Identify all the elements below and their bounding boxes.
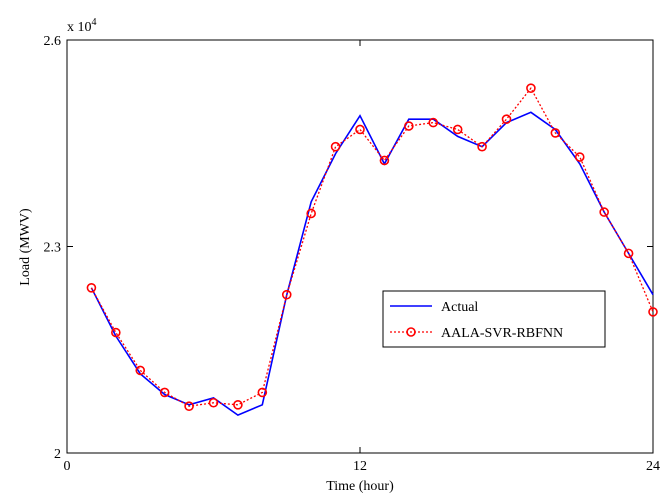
y-exponent-label: x 104 bbox=[67, 17, 97, 35]
data-point bbox=[452, 124, 463, 135]
data-point bbox=[330, 141, 341, 152]
legend: Actual AALA-SVR-RBFNN bbox=[382, 290, 606, 348]
data-point bbox=[355, 124, 365, 135]
y-tick-label: 2.3 bbox=[44, 241, 62, 256]
legend-label-aala-svr-rbfnn: AALA-SVR-RBFNN bbox=[441, 326, 563, 341]
data-point bbox=[574, 152, 585, 162]
data-point bbox=[257, 387, 268, 398]
data-point bbox=[501, 114, 512, 124]
data-point bbox=[477, 141, 487, 152]
data-point bbox=[599, 207, 609, 217]
y-axis-label: Load (MWV) bbox=[18, 208, 33, 286]
data-point bbox=[550, 128, 561, 138]
x-tick-label: 12 bbox=[353, 459, 367, 474]
data-point bbox=[648, 307, 658, 317]
data-point bbox=[623, 248, 634, 259]
legend-marker-aala-svr-rbfnn bbox=[406, 327, 416, 337]
x-tick-label: 24 bbox=[646, 459, 660, 474]
y-exponent-power: 4 bbox=[92, 17, 97, 28]
x-axis-label: Time (hour) bbox=[326, 479, 394, 494]
x-tick-label: 0 bbox=[64, 459, 71, 474]
data-point bbox=[159, 387, 170, 398]
y-tick-label: 2.6 bbox=[44, 34, 62, 49]
plot-area bbox=[66, 39, 654, 454]
legend-box bbox=[382, 290, 606, 348]
data-point bbox=[233, 400, 243, 410]
data-point bbox=[208, 397, 219, 408]
axis-ticks bbox=[66, 39, 654, 454]
data-point bbox=[306, 208, 316, 219]
data-point bbox=[404, 121, 414, 131]
data-point bbox=[111, 327, 121, 338]
data-point bbox=[184, 401, 194, 411]
axis-tick-labels: 0 12 24 2 2.3 2.6 bbox=[44, 34, 661, 474]
data-point bbox=[428, 117, 439, 128]
data-point bbox=[86, 282, 97, 293]
data-point bbox=[526, 83, 536, 93]
data-point bbox=[379, 155, 390, 166]
legend-label-actual: Actual bbox=[441, 300, 478, 315]
y-tick-label: 2 bbox=[54, 447, 61, 462]
data-point bbox=[135, 365, 146, 376]
data-point bbox=[281, 289, 292, 300]
series-group bbox=[86, 83, 658, 417]
